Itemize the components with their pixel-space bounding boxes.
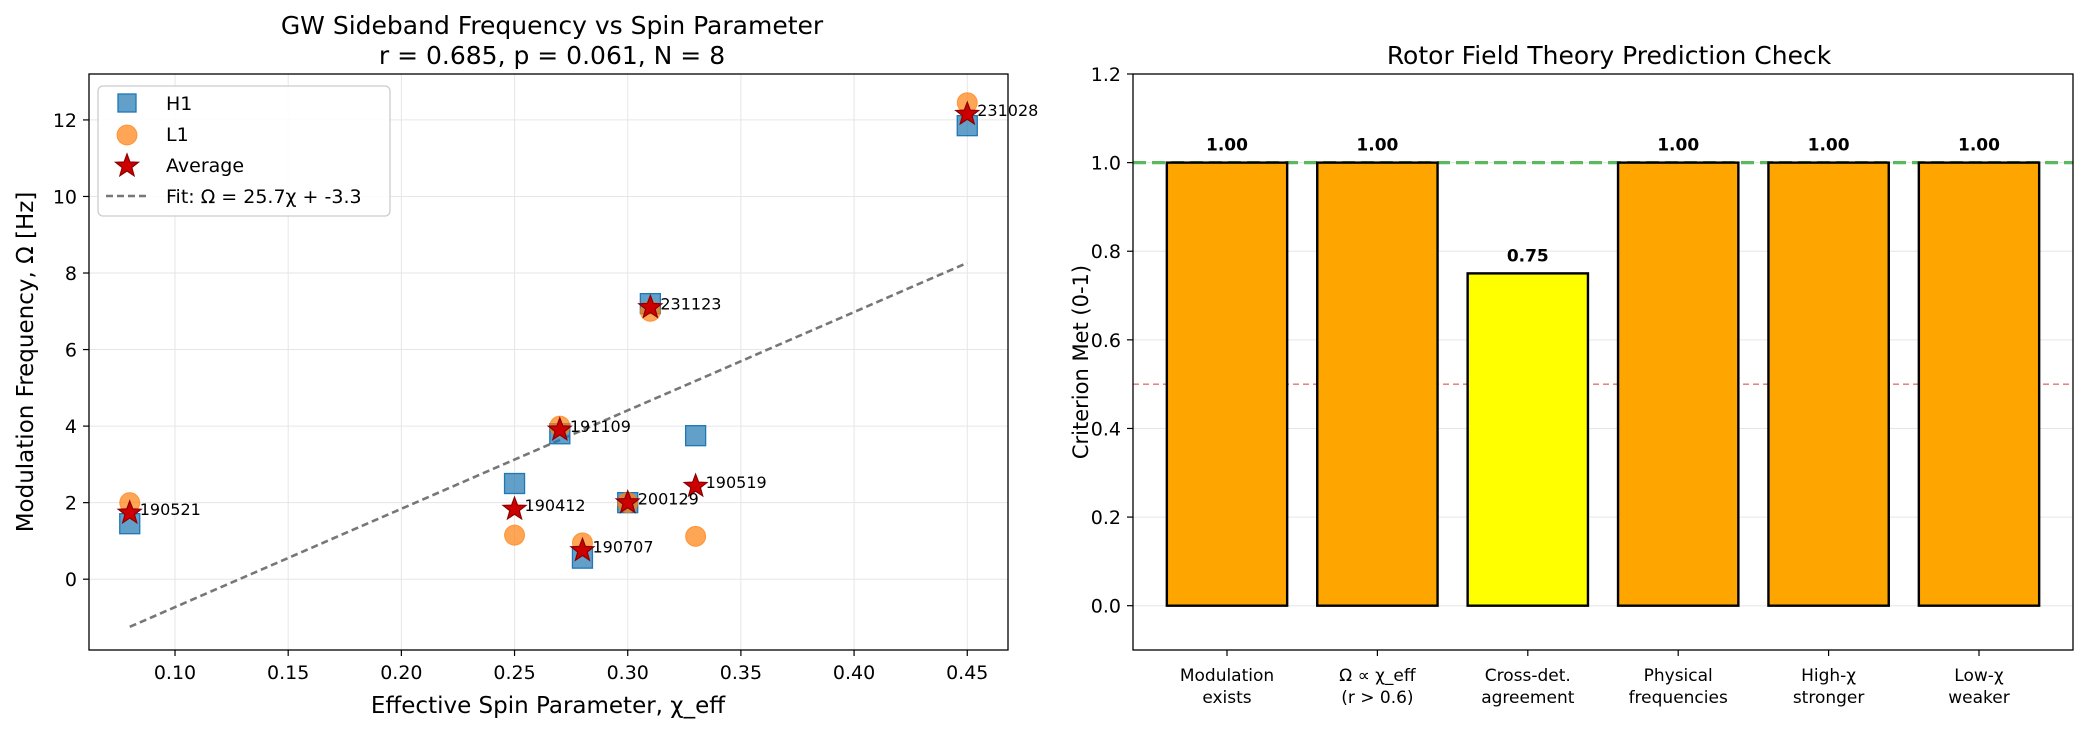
event-label: 190707: [592, 537, 653, 556]
y-tick-label: 10: [53, 186, 77, 208]
bar: [1767, 161, 1890, 607]
event-label: 200129: [638, 490, 699, 509]
bar: [1616, 161, 1740, 607]
x-tick-label: Ω ∝ χ_eff: [1339, 666, 1417, 686]
bar-chart-title: Rotor Field Theory Prediction Check: [1387, 41, 1832, 70]
y-tick-label: 8: [65, 263, 77, 285]
scatter-points-layer: [116, 92, 981, 569]
bar-value-label: 1.00: [1206, 136, 1248, 156]
reference-lines-layer: [1133, 161, 2073, 385]
x-tick-label: weaker: [1948, 688, 2009, 708]
event-label: 190521: [140, 500, 201, 519]
average-point: [501, 495, 528, 521]
x-tick-label: Physical: [1644, 666, 1713, 686]
x-tick-label: exists: [1202, 688, 1251, 708]
legend-average-label: Average: [166, 155, 244, 177]
x-tick-label: 0.10: [154, 662, 196, 684]
bar-chart: Rotor Field Theory Prediction Check 1.00…: [1069, 41, 2074, 708]
average-point: [116, 499, 143, 525]
x-tick-label: 0.30: [607, 662, 649, 684]
y-tick-label: 0.2: [1091, 507, 1121, 529]
y-tick-label: 0.8: [1091, 241, 1121, 263]
x-tick-label: Low-χ: [1954, 666, 2004, 686]
event-label: 190519: [706, 473, 767, 492]
y-tick-label: 6: [65, 340, 77, 362]
average-point: [569, 536, 596, 562]
x-tick-label: agreement: [1481, 688, 1575, 708]
x-tick-label: 0.45: [946, 662, 988, 684]
scatter-chart: GW Sideband Frequency vs Spin Parameter …: [13, 11, 1038, 719]
event-labels-layer: 190521 190412 191109 190707 200129 231123 1905…: [140, 101, 1039, 556]
l1-point: [504, 524, 526, 546]
event-label: 231123: [660, 294, 721, 313]
bar-value-label: 1.00: [1657, 136, 1699, 156]
scatter-chart-subtitle: r = 0.685, p = 0.061, N = 8: [379, 41, 725, 70]
bar-value-label: 1.00: [1356, 136, 1398, 156]
y-tick-label: 0: [65, 569, 77, 591]
legend-box: [97, 85, 391, 217]
y-tick-label: 1.0: [1091, 153, 1121, 175]
h1-point: [503, 472, 526, 495]
x-tick-label: (r > 0.6): [1341, 688, 1413, 708]
average-point: [614, 488, 641, 514]
bar-value-label: 1.00: [1808, 136, 1850, 156]
y-tick-label: 0.6: [1091, 330, 1121, 352]
bar-y-axis-label: Criterion Met (0-1): [1069, 265, 1093, 459]
event-label: 191109: [570, 417, 631, 436]
legend-fit-label: Fit: Ω = 25.7χ + -3.3: [166, 186, 362, 208]
scatter-x-axis-label: Effective Spin Parameter, χ_eff: [371, 693, 726, 719]
legend-l1-label: L1: [166, 124, 189, 146]
fit-line-layer: [129, 261, 968, 628]
x-tick-label: 0.20: [380, 662, 422, 684]
legend-h1-label: H1: [166, 93, 192, 115]
bar: [1165, 161, 1289, 607]
scatter-y-axis-label: Modulation Frequency, Ω [Hz]: [13, 192, 39, 533]
x-tick-label: Modulation: [1180, 666, 1274, 686]
average-point: [637, 293, 664, 319]
fit-line: [129, 261, 968, 628]
y-tick-label: 4: [65, 416, 77, 438]
x-tick-label: 0.35: [720, 662, 762, 684]
bar: [1917, 161, 2041, 607]
bar-plot-frame: [1132, 73, 2074, 651]
x-tick-label: Cross-det.: [1485, 666, 1571, 686]
x-tick-label: 0.25: [493, 662, 535, 684]
bar-value-label: 1.00: [1958, 136, 2000, 156]
bar-y-ticks: 0.0 0.2 0.4 0.6 0.8 1.0 1.2: [1091, 64, 1133, 618]
y-tick-label: 12: [53, 110, 77, 132]
y-tick-label: 2: [65, 493, 77, 515]
scatter-plot-frame: [88, 73, 1009, 651]
event-label: 190412: [525, 496, 586, 515]
x-tick-label: High-χ: [1801, 666, 1856, 686]
l1-point: [685, 525, 707, 547]
x-tick-label: 0.40: [833, 662, 875, 684]
x-tick-label: frequencies: [1629, 688, 1728, 708]
y-tick-label: 0.4: [1091, 418, 1121, 440]
legend-l1-marker: [116, 124, 138, 146]
average-point: [546, 416, 573, 442]
average-point: [682, 472, 709, 498]
bar: [1466, 272, 1590, 607]
legend-average-marker: [113, 152, 141, 178]
bars-layer: [1165, 161, 2041, 607]
y-tick-label: 0.0: [1091, 596, 1121, 618]
x-tick-label: 0.15: [267, 662, 309, 684]
bar-value-label: 0.75: [1507, 246, 1549, 266]
scatter-x-ticks: 0.10 0.15 0.20 0.25 0.30 0.35 0.40 0.45: [154, 650, 988, 684]
average-point: [954, 100, 981, 126]
bar-value-labels-layer: 1.00 1.00 0.75 1.00 1.00 1.00: [1206, 136, 2000, 267]
scatter-y-ticks: 0 2 4 6 8 10 12: [53, 110, 89, 591]
bar: [1316, 161, 1439, 607]
scatter-legend: H1 L1 Average Fit: Ω = 25.7χ + -3.3: [97, 85, 391, 217]
y-tick-label: 1.2: [1091, 64, 1121, 86]
legend-h1-marker: [117, 93, 137, 113]
h1-point: [684, 425, 707, 447]
x-tick-label: stronger: [1793, 688, 1865, 708]
scatter-chart-title: GW Sideband Frequency vs Spin Parameter: [281, 11, 824, 40]
